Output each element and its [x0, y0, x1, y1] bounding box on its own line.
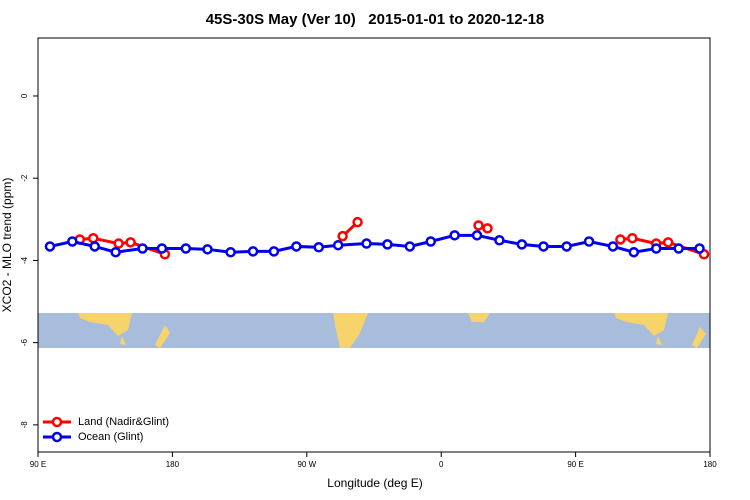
data-point: [404, 241, 416, 252]
data-point: [615, 234, 626, 245]
data-point: [44, 241, 56, 252]
x-axis-label: Longitude (deg E): [327, 476, 422, 490]
data-point: [561, 241, 572, 252]
x-tick-label: 0: [439, 460, 444, 469]
data-point: [225, 246, 236, 258]
data-point: [202, 244, 213, 255]
data-point: [352, 216, 363, 228]
data-point: [473, 220, 484, 231]
data-point: [337, 230, 348, 242]
legend-marker: [51, 431, 63, 443]
legend-label: Land (Nadir&Glint): [78, 416, 169, 428]
data-point: [313, 242, 324, 253]
data-point: [88, 232, 99, 244]
data-point: [67, 236, 78, 247]
x-tick-label: 90 W: [297, 460, 316, 469]
data-point: [494, 235, 505, 246]
data-point: [449, 230, 460, 241]
plot-frame: [37, 37, 711, 453]
data-point: [628, 246, 640, 258]
data-point: [650, 243, 662, 254]
data-point: [471, 230, 483, 241]
x-tick-label: 90 E: [30, 460, 46, 469]
x-tick-label: 180: [703, 460, 717, 469]
legend-marker: [51, 416, 63, 428]
data-point: [382, 239, 393, 250]
y-tick-label: -4: [20, 256, 29, 264]
data-point: [89, 241, 100, 252]
map-strip: [38, 313, 710, 348]
y-tick-label: -8: [20, 421, 29, 429]
data-point: [113, 238, 124, 249]
data-point: [180, 243, 192, 254]
data-point: [538, 241, 549, 252]
chart-title: 45S-30S May (Ver 10) 2015-01-01 to 2020-…: [206, 11, 545, 28]
data-point: [291, 241, 302, 252]
y-tick-label: -2: [20, 174, 29, 182]
y-axis-label: XCO2 - MLO trend (ppm): [0, 178, 14, 313]
data-point: [694, 243, 705, 254]
data-point: [156, 243, 168, 254]
data-point: [607, 241, 619, 252]
data-point: [662, 237, 674, 248]
data-point: [425, 236, 436, 247]
data-point: [361, 238, 372, 249]
x-tick-label: 180: [166, 460, 180, 469]
data-point: [482, 223, 493, 234]
data-point: [673, 243, 684, 254]
data-point: [137, 243, 148, 254]
data-point: [268, 246, 280, 257]
legend-label: Ocean (Glint): [78, 431, 143, 443]
data-point: [110, 246, 121, 258]
data-point: [583, 236, 595, 247]
data-point: [125, 237, 136, 248]
data-point: [247, 246, 259, 257]
data-point: [516, 239, 528, 250]
data-point: [627, 232, 638, 244]
y-tick-label: -6: [20, 339, 29, 347]
x-tick-label: 90 E: [567, 460, 583, 469]
data-point: [332, 239, 344, 251]
y-tick-label: 0: [20, 93, 29, 98]
